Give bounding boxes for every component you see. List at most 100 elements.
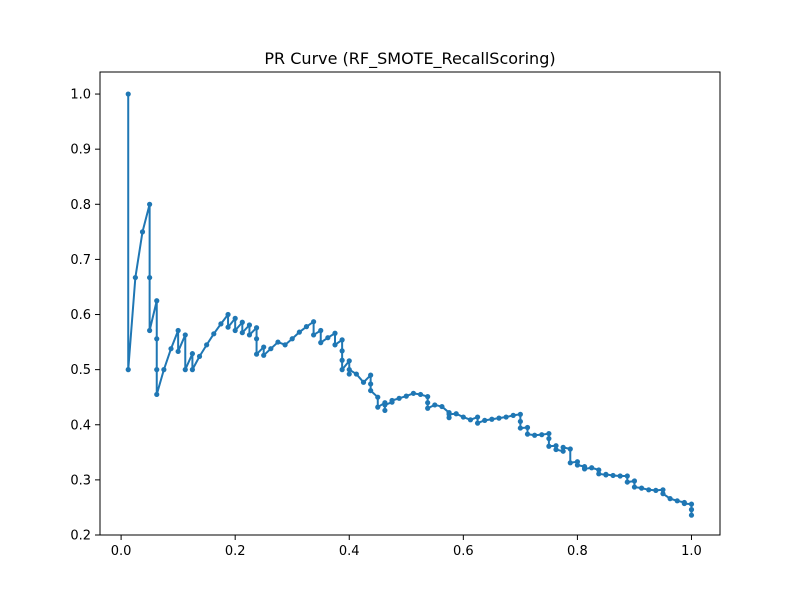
pr-point bbox=[646, 487, 652, 493]
pr-point bbox=[567, 446, 573, 452]
pr-point bbox=[346, 371, 352, 377]
pr-curve-line bbox=[127, 94, 693, 516]
y-axis: 0.2 0.3 0.4 0.5 0.6 0.7 0.8 0.9 1.0 bbox=[70, 88, 100, 544]
pr-point bbox=[631, 484, 638, 490]
pr-point bbox=[624, 479, 630, 485]
x-tick-label: 0.6 bbox=[453, 544, 474, 559]
pr-point bbox=[382, 407, 388, 414]
x-tick-label: 0.4 bbox=[339, 544, 360, 559]
pr-point bbox=[147, 274, 153, 281]
pr-point bbox=[638, 485, 645, 491]
pr-point bbox=[688, 507, 695, 513]
pr-point bbox=[532, 432, 538, 438]
pr-point bbox=[660, 487, 666, 493]
pr-point bbox=[660, 491, 666, 497]
pr-point bbox=[147, 201, 153, 207]
pr-point bbox=[353, 371, 359, 377]
pr-point bbox=[125, 367, 131, 373]
pr-point bbox=[396, 395, 402, 401]
pr-point bbox=[546, 430, 552, 437]
pr-point bbox=[175, 327, 181, 334]
pr-point bbox=[311, 319, 317, 325]
pr-point bbox=[524, 431, 531, 437]
plot-frame bbox=[99, 71, 721, 536]
pr-point bbox=[553, 443, 559, 449]
pr-point bbox=[204, 342, 210, 348]
pr-point bbox=[261, 352, 267, 358]
pr-point bbox=[489, 416, 495, 422]
pr-point bbox=[688, 501, 695, 507]
pr-point bbox=[253, 336, 260, 342]
pr-point bbox=[496, 415, 502, 421]
pr-point bbox=[147, 327, 153, 334]
pr-point bbox=[182, 367, 188, 373]
y-tick-label: 1.0 bbox=[70, 88, 91, 103]
pr-point bbox=[460, 414, 466, 420]
pr-point bbox=[560, 444, 566, 450]
pr-point bbox=[439, 403, 445, 410]
x-tick-label: 0.2 bbox=[225, 544, 246, 559]
pr-point bbox=[375, 404, 381, 410]
pr-point bbox=[132, 274, 138, 281]
pr-point bbox=[589, 465, 595, 471]
pr-point bbox=[346, 358, 352, 364]
pr-point bbox=[432, 402, 438, 408]
pr-point bbox=[253, 325, 260, 331]
pr-point bbox=[125, 91, 131, 97]
x-tick-label: 1.0 bbox=[681, 544, 702, 559]
pr-point bbox=[596, 471, 602, 477]
pr-point bbox=[139, 229, 146, 235]
y-tick-label: 0.7 bbox=[70, 253, 91, 268]
pr-point bbox=[617, 473, 623, 479]
y-tick-label: 0.6 bbox=[70, 308, 91, 323]
pr-point bbox=[517, 425, 523, 431]
pr-point bbox=[624, 473, 630, 479]
pr-point bbox=[574, 462, 581, 468]
pr-point bbox=[275, 339, 281, 345]
pr-point bbox=[261, 344, 267, 350]
pr-point bbox=[218, 321, 224, 327]
pr-point bbox=[339, 357, 345, 363]
y-tick-label: 0.2 bbox=[70, 529, 91, 544]
pr-point bbox=[189, 367, 195, 373]
pr-point bbox=[154, 298, 160, 304]
x-tick-label: 0.0 bbox=[111, 544, 132, 559]
pr-point bbox=[410, 390, 417, 396]
pr-point bbox=[232, 315, 238, 321]
pr-point bbox=[667, 496, 673, 502]
pr-point bbox=[368, 387, 374, 394]
pr-point bbox=[610, 472, 616, 479]
y-tick-label: 0.3 bbox=[70, 473, 91, 488]
pr-point bbox=[524, 424, 531, 431]
pr-point bbox=[474, 420, 481, 426]
pr-point bbox=[296, 329, 302, 335]
pr-point bbox=[282, 342, 288, 348]
pr-point bbox=[318, 340, 324, 346]
pr-point bbox=[546, 443, 552, 449]
pr-point bbox=[553, 446, 559, 453]
pr-point bbox=[346, 367, 352, 373]
pr-point bbox=[154, 391, 160, 398]
chart-title: PR Curve (RF_SMOTE_RecallScoring) bbox=[264, 49, 555, 69]
pr-point bbox=[232, 327, 238, 334]
x-axis: 0.0 0.2 0.4 0.6 0.8 1.0 bbox=[111, 535, 702, 559]
pr-point bbox=[239, 319, 245, 325]
y-tick-label: 0.4 bbox=[70, 418, 91, 433]
pr-point bbox=[161, 367, 167, 373]
pr-point bbox=[289, 336, 295, 342]
pr-point bbox=[653, 487, 659, 493]
pr-point bbox=[332, 342, 338, 348]
pr-point bbox=[453, 411, 459, 417]
pr-point bbox=[539, 432, 545, 438]
pr-point bbox=[311, 332, 317, 338]
x-tick-label: 0.8 bbox=[567, 544, 588, 559]
pr-point bbox=[325, 335, 331, 341]
y-tick-label: 0.5 bbox=[70, 363, 91, 378]
pr-point bbox=[339, 348, 345, 354]
series-group bbox=[125, 91, 695, 518]
pr-point bbox=[339, 367, 345, 373]
y-tick-label: 0.9 bbox=[70, 143, 91, 158]
pr-point bbox=[681, 500, 687, 507]
pr-point bbox=[318, 327, 324, 334]
